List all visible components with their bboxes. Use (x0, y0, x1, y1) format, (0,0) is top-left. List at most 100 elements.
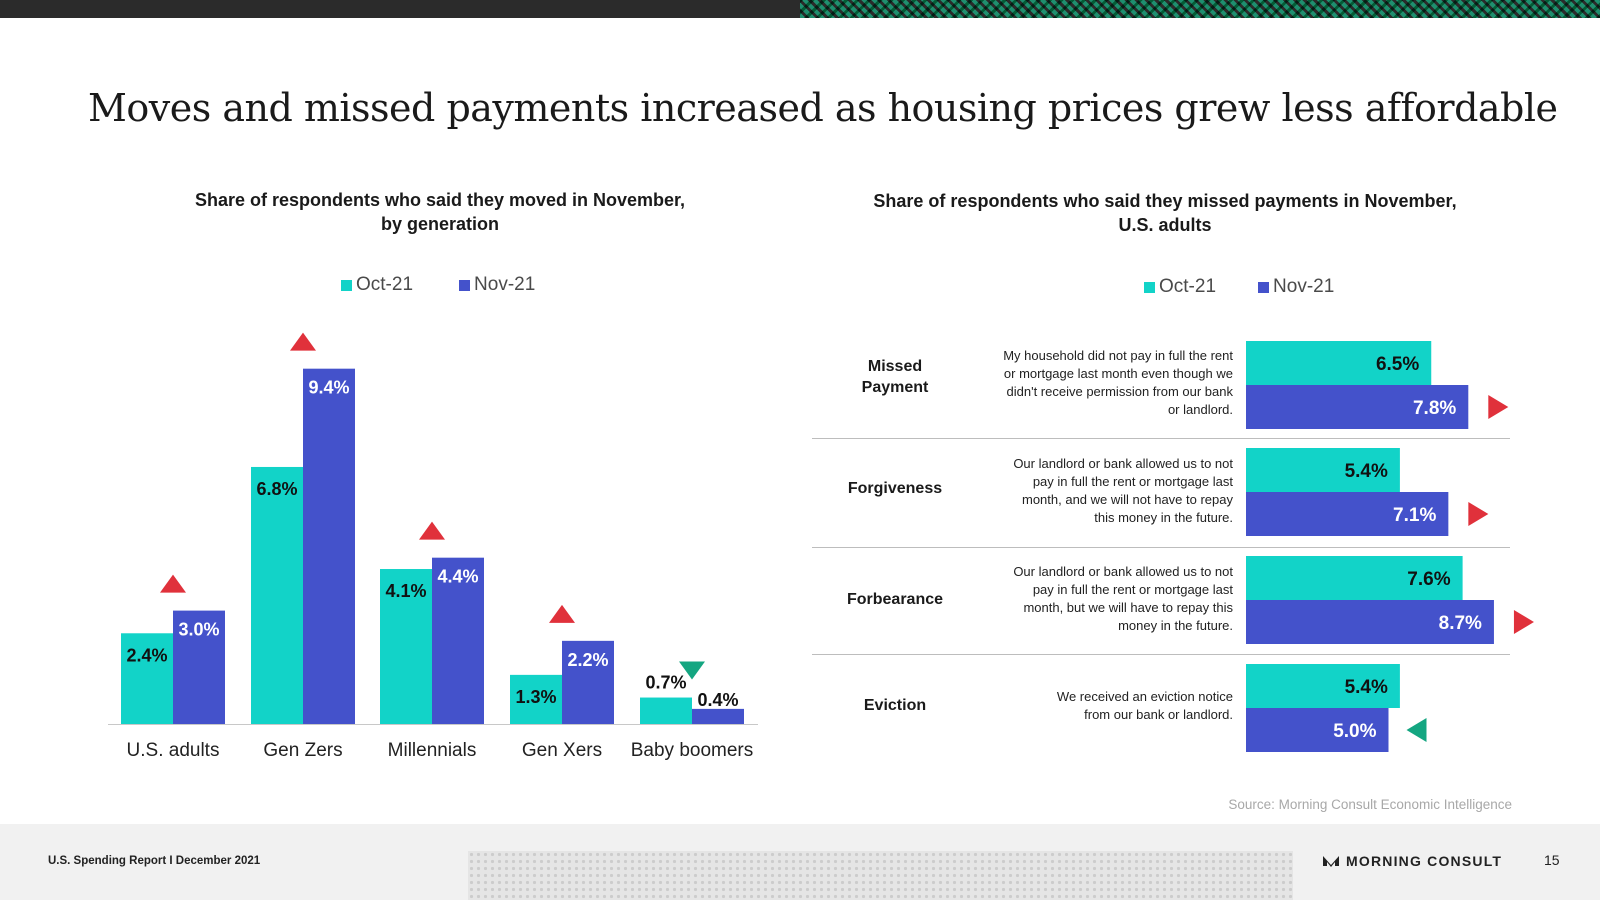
legend-nov-label: Nov-21 (474, 274, 536, 295)
data-label-nov-4: 0.4% (697, 690, 738, 710)
footer-pattern (468, 851, 1293, 900)
row-desc-2-l2: pay in full the rent or mortgage last (1032, 582, 1233, 597)
row-desc-3-l2: from our bank or landlord. (1084, 707, 1233, 722)
increase-arrow-icon-3 (549, 604, 575, 623)
category-label-2: Millennials (388, 740, 477, 761)
hbar-label-nov-0: 7.8% (1413, 398, 1456, 419)
legend-oct: Oct-21 (341, 274, 413, 296)
category-label-1: Gen Zers (263, 740, 342, 761)
page-title: Moves and missed payments increased as h… (88, 86, 1558, 130)
data-label-oct-4: 0.7% (645, 673, 686, 693)
hbar-oct-0 (1246, 341, 1432, 385)
row-desc-eviction: We received an eviction notice from our … (963, 688, 1233, 724)
row-divider-3 (812, 654, 1510, 655)
left-chart-title: Share of respondents who said they moved… (160, 188, 720, 236)
row-desc-1-l3: month, and we will not have to repay (1021, 492, 1233, 507)
row-divider-1 (812, 438, 1510, 439)
legend-nov-right-swatch (1258, 281, 1270, 293)
bar-nov-1 (303, 368, 355, 724)
left-chart-title-line1: Share of respondents who said they moved… (194, 190, 686, 210)
decrease-arrow-icon-4 (679, 661, 705, 680)
row-desc-2-l3: month, but we will have to repay this (1023, 600, 1233, 615)
row-desc-forbearance: Our landlord or bank allowed us to not p… (963, 563, 1233, 635)
row-label-forgiveness: Forgiveness (825, 478, 965, 499)
row-label-missed-payment: Missed Payment (825, 356, 965, 398)
legend-nov-right: Nov-21 (1258, 276, 1334, 298)
data-label-nov-3: 2.2% (567, 650, 608, 670)
hbar-nov-1 (1246, 492, 1449, 536)
bar-nov-0 (173, 610, 225, 724)
right-chart-title-line2: U.S. adults (1118, 215, 1212, 235)
hbar-nov-0 (1246, 385, 1469, 429)
row-desc-0-l3: didn't receive permission from our bank (1006, 384, 1233, 399)
data-label-nov-2: 4.4% (437, 567, 478, 587)
row-label-2-line1: Forbearance (846, 591, 944, 608)
row-desc-forgiveness: Our landlord or bank allowed us to not p… (963, 455, 1233, 527)
bar-oct-3 (510, 674, 562, 724)
left-legend: Oct-21 Nov-21 (341, 274, 535, 296)
row-divider-2 (812, 547, 1510, 548)
morning-consult-logo-icon (1323, 856, 1339, 867)
category-label-3: Gen Xers (522, 740, 602, 761)
data-label-nov-0: 3.0% (178, 620, 219, 640)
row-desc-missed-payment: My household did not pay in full the ren… (963, 347, 1233, 419)
row-label-0-line1: Missed (867, 358, 923, 375)
hbar-label-nov-3: 5.0% (1333, 721, 1376, 742)
increase-arrow-icon-right-2 (1513, 610, 1534, 634)
legend-oct-label: Oct-21 (356, 274, 414, 295)
data-label-oct-2: 4.1% (385, 581, 426, 601)
footer-report-label: U.S. Spending Report I December 2021 (48, 855, 261, 867)
hbar-label-oct-0: 6.5% (1376, 354, 1419, 375)
bar-nov-3 (562, 640, 614, 724)
bar-oct-1 (251, 466, 303, 724)
row-desc-3-l1: We received an eviction notice (1056, 689, 1233, 704)
row-desc-0-l1: My household did not pay in full the ren… (1003, 348, 1233, 363)
hbar-label-oct-2: 7.6% (1407, 569, 1450, 590)
hbar-oct-2 (1246, 556, 1463, 600)
right-legend: Oct-21 Nov-21 (1144, 276, 1334, 298)
hbar-nov-3 (1246, 708, 1389, 752)
decrease-arrow-icon-right-3 (1406, 718, 1427, 742)
increase-arrow-icon-right-0 (1488, 395, 1509, 419)
legend-nov-swatch (459, 279, 471, 291)
hbar-label-nov-2: 8.7% (1439, 613, 1482, 634)
legend-nov: Nov-21 (459, 274, 535, 296)
row-desc-1-l2: pay in full the rent or mortgage last (1032, 474, 1233, 489)
hbar-oct-1 (1246, 448, 1400, 492)
legend-oct-swatch (341, 279, 352, 291)
increase-arrow-icon-0 (160, 574, 186, 593)
row-label-0-line2: Payment (861, 379, 929, 396)
bar-nov-4 (692, 708, 744, 724)
brand-name: MORNING CONSULT (1346, 853, 1503, 869)
legend-oct-right-swatch (1144, 281, 1155, 293)
data-label-oct-3: 1.3% (515, 687, 556, 707)
row-label-forbearance: Forbearance (825, 589, 965, 610)
top-bar-pattern (800, 0, 1600, 18)
row-desc-0-l4: or landlord. (1167, 402, 1233, 417)
increase-arrow-icon-1 (290, 332, 316, 351)
bar-nov-2 (432, 557, 484, 724)
category-label-4: Baby boomers (631, 740, 754, 761)
increase-arrow-icon-right-1 (1468, 502, 1489, 526)
row-desc-2-l4: money in the future. (1118, 618, 1233, 633)
left-bar-chart: 2.4% 3.0% U.S. adults 6.8% 9.4% Gen Zers 4.1% 4… (108, 332, 758, 761)
bar-oct-4 (640, 697, 692, 724)
hbar-nov-2 (1246, 600, 1494, 644)
hbar-label-nov-1: 7.1% (1393, 505, 1436, 526)
hbar-label-oct-3: 5.4% (1345, 677, 1388, 698)
row-desc-1-l4: this money in the future. (1094, 510, 1233, 525)
hbar-label-oct-1: 5.4% (1345, 461, 1388, 482)
legend-nov-right-label: Nov-21 (1273, 276, 1335, 297)
legend-oct-right: Oct-21 (1144, 276, 1216, 298)
row-desc-1-l1: Our landlord or bank allowed us to not (1013, 456, 1233, 471)
category-label-0: U.S. adults (127, 740, 220, 761)
bar-oct-0 (121, 633, 173, 724)
source-note: Source: Morning Consult Economic Intelli… (1228, 797, 1512, 812)
row-label-3-line1: Eviction (863, 697, 927, 714)
right-bar-chart: 6.5% 7.8% 5.4% 7.1% 7.6% 8.7% 5.4% 5.0% (1246, 341, 1534, 752)
data-label-oct-0: 2.4% (126, 645, 167, 665)
increase-arrow-icon-2 (419, 521, 445, 540)
page-number: 15 (1544, 852, 1560, 868)
brand-logo: MORNING CONSULT (1322, 853, 1502, 869)
data-label-oct-1: 6.8% (256, 479, 297, 499)
